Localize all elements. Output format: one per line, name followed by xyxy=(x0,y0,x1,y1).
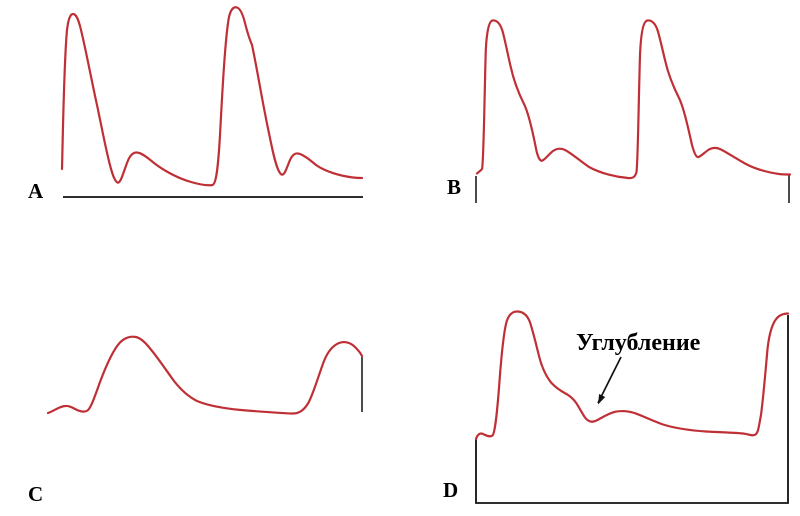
frame-d xyxy=(475,315,789,504)
tick-marks-b xyxy=(475,175,790,203)
waveform-b xyxy=(475,19,792,180)
panel-label-a: A xyxy=(28,179,44,203)
panel-label-d: D xyxy=(443,478,459,502)
waveform-c xyxy=(46,335,364,415)
annotation-arrow xyxy=(597,356,622,404)
panel-label-b: B xyxy=(447,175,462,199)
waveform-d xyxy=(474,310,790,441)
annotation-arrowhead-icon xyxy=(598,394,606,405)
panel-label-c: C xyxy=(28,482,44,506)
annotation-label: Углубление xyxy=(576,330,701,356)
waveform-a xyxy=(60,6,364,187)
